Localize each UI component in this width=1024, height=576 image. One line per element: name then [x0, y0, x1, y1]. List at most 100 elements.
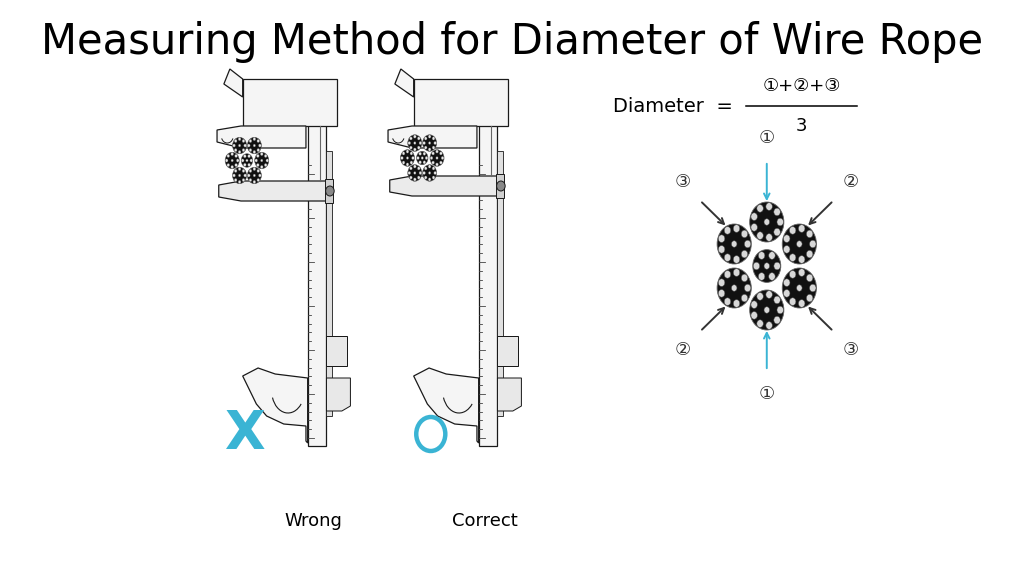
- Circle shape: [249, 139, 252, 142]
- Circle shape: [424, 137, 427, 140]
- Bar: [243, 79, 337, 126]
- Circle shape: [423, 161, 426, 164]
- Circle shape: [419, 161, 422, 164]
- Polygon shape: [390, 176, 504, 196]
- Circle shape: [751, 301, 758, 308]
- Circle shape: [733, 269, 739, 276]
- Circle shape: [774, 228, 780, 236]
- Circle shape: [249, 179, 252, 181]
- Circle shape: [428, 178, 431, 181]
- Circle shape: [247, 137, 261, 154]
- Circle shape: [441, 157, 443, 160]
- Circle shape: [239, 180, 241, 184]
- Circle shape: [418, 146, 420, 149]
- Circle shape: [249, 149, 252, 151]
- Circle shape: [408, 165, 422, 181]
- Circle shape: [242, 159, 244, 162]
- Bar: [496, 174, 504, 198]
- Circle shape: [439, 161, 442, 164]
- Circle shape: [753, 249, 780, 282]
- Circle shape: [244, 163, 246, 166]
- Circle shape: [239, 168, 241, 170]
- Circle shape: [810, 284, 816, 292]
- Circle shape: [423, 172, 425, 175]
- Circle shape: [731, 285, 737, 291]
- Circle shape: [257, 169, 260, 172]
- Text: ①: ①: [759, 385, 775, 403]
- Circle shape: [719, 279, 725, 286]
- Circle shape: [408, 142, 411, 145]
- Circle shape: [253, 144, 256, 147]
- Circle shape: [407, 163, 409, 166]
- Circle shape: [234, 149, 237, 151]
- Circle shape: [423, 152, 426, 156]
- Circle shape: [777, 306, 783, 314]
- Circle shape: [423, 142, 425, 145]
- Circle shape: [717, 224, 752, 264]
- Polygon shape: [388, 126, 477, 148]
- Circle shape: [246, 159, 248, 162]
- Circle shape: [242, 149, 245, 151]
- Circle shape: [417, 157, 419, 160]
- Circle shape: [719, 290, 725, 297]
- Circle shape: [253, 180, 256, 184]
- Circle shape: [234, 179, 237, 181]
- Circle shape: [244, 144, 247, 147]
- Bar: [498, 151, 503, 416]
- Circle shape: [419, 142, 422, 145]
- Circle shape: [248, 174, 250, 177]
- Circle shape: [242, 139, 245, 142]
- Circle shape: [783, 290, 790, 297]
- Circle shape: [774, 262, 780, 270]
- Circle shape: [244, 174, 247, 177]
- Circle shape: [741, 274, 748, 282]
- Circle shape: [248, 163, 251, 166]
- Text: X: X: [225, 408, 265, 460]
- Circle shape: [754, 262, 760, 270]
- Circle shape: [432, 161, 434, 164]
- Circle shape: [751, 223, 758, 231]
- Circle shape: [741, 294, 748, 302]
- Polygon shape: [219, 181, 334, 201]
- Circle shape: [414, 178, 416, 181]
- Circle shape: [436, 157, 438, 160]
- Circle shape: [724, 226, 731, 234]
- Bar: [307, 121, 327, 446]
- Circle shape: [783, 279, 790, 286]
- Circle shape: [790, 298, 796, 305]
- Text: ①: ①: [759, 129, 775, 147]
- Circle shape: [225, 152, 240, 169]
- Circle shape: [237, 159, 239, 162]
- Circle shape: [239, 144, 241, 147]
- Circle shape: [766, 291, 772, 298]
- Circle shape: [733, 300, 739, 307]
- Circle shape: [435, 163, 438, 166]
- Circle shape: [419, 172, 422, 175]
- Circle shape: [782, 224, 816, 264]
- Circle shape: [253, 168, 256, 170]
- Circle shape: [326, 186, 334, 196]
- Circle shape: [744, 284, 751, 292]
- Circle shape: [264, 164, 267, 166]
- Text: Measuring Method for Diameter of Wire Rope: Measuring Method for Diameter of Wire Ro…: [41, 21, 983, 63]
- Polygon shape: [327, 378, 350, 411]
- Circle shape: [227, 154, 229, 157]
- Circle shape: [790, 254, 796, 262]
- Circle shape: [434, 142, 436, 145]
- Circle shape: [751, 213, 758, 221]
- Circle shape: [750, 202, 784, 242]
- Circle shape: [225, 159, 228, 162]
- Circle shape: [439, 152, 442, 155]
- Circle shape: [782, 268, 816, 308]
- Bar: [478, 121, 498, 446]
- Circle shape: [424, 176, 427, 179]
- Text: Diameter  =: Diameter =: [613, 97, 733, 116]
- Circle shape: [234, 164, 238, 166]
- Circle shape: [255, 159, 258, 162]
- Circle shape: [421, 157, 423, 160]
- Circle shape: [810, 240, 816, 248]
- Circle shape: [759, 272, 765, 281]
- Bar: [414, 79, 508, 126]
- Circle shape: [248, 144, 250, 147]
- Circle shape: [432, 152, 434, 155]
